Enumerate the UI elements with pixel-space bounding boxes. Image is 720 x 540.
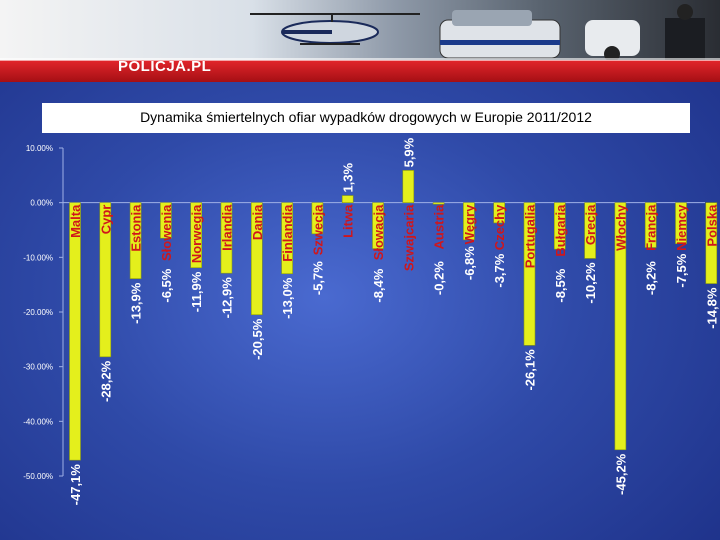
bar-francja — [644, 202, 657, 248]
officer-icon — [665, 4, 705, 60]
data-label: -14,8% — [704, 287, 719, 329]
police-car-icon — [439, 10, 561, 59]
data-label: -3,7% — [492, 253, 507, 287]
data-label: 1,3% — [341, 162, 356, 192]
helicopter-icon — [250, 13, 420, 45]
category-label: Szwecja — [310, 204, 325, 255]
y-tick-label: -50.00% — [23, 472, 53, 481]
data-label: -8,4% — [371, 268, 386, 302]
data-label: -5,7% — [310, 261, 325, 295]
bar-finlandia — [281, 202, 293, 275]
data-label: -12,9% — [220, 277, 235, 319]
bar-estonia — [129, 202, 142, 279]
category-label: Francja — [644, 204, 659, 251]
header-banner: POLICJA.PL — [0, 0, 720, 88]
y-tick-label: 0.00% — [30, 199, 53, 208]
bar-polska — [705, 202, 718, 284]
category-label: Węgry — [462, 204, 477, 245]
data-label: -28,2% — [98, 360, 113, 402]
y-axis: 10.00% 0.00% -10.00% -20.00% -30.00% -40.00% -… — [23, 144, 705, 481]
category-label: Malta — [68, 204, 83, 238]
bar-słowenia — [160, 202, 172, 239]
category-label: Estonia — [129, 204, 144, 252]
bar-szwecja — [311, 202, 324, 235]
y-tick-label: -30.00% — [23, 363, 53, 372]
data-label: -10,2% — [583, 262, 598, 304]
bar-dania — [251, 202, 263, 316]
category-label: Słowacja — [371, 204, 386, 260]
data-labels: -47,1% -28,2% -13,9% -6,5% -11,9% -12,9% -20,5… — [68, 137, 719, 505]
data-label: -20,5% — [250, 318, 265, 360]
category-labels: Malta Cypr Estonia Słowenia Norwegia Irlandia… — [68, 204, 719, 271]
bars — [69, 170, 718, 461]
bar-niemcy — [675, 202, 687, 244]
category-label: Niemcy — [674, 204, 689, 251]
y-tick-label: -10.00% — [23, 253, 53, 262]
site-logo[interactable]: POLICJA.PL — [118, 58, 212, 75]
bar-chart: 10.00% 0.00% -10.00% -20.00% -30.00% -40.00% -… — [23, 137, 719, 505]
bar-portugalia — [523, 202, 536, 346]
data-label: -8,5% — [553, 268, 568, 302]
y-tick-label: -20.00% — [23, 308, 53, 317]
motorcycle-icon — [585, 20, 640, 62]
bar-szwajcaria — [402, 170, 415, 203]
category-label: Grecja — [583, 204, 598, 245]
bar-malta — [69, 202, 81, 461]
bar-litwa — [341, 195, 354, 203]
category-label: Słowenia — [159, 204, 174, 261]
title-bar: Dynamika śmiertelnych ofiar wypadków dro… — [42, 103, 690, 133]
category-label: Portugalia — [523, 204, 538, 268]
bar-czechy — [493, 202, 506, 224]
chart-title: Dynamika śmiertelnych ofiar wypadków dro… — [140, 109, 592, 125]
data-label: -11,9% — [189, 271, 204, 312]
category-label: Cypr — [98, 205, 113, 235]
data-label: -13,9% — [129, 282, 144, 324]
header-photo-collage — [0, 0, 720, 82]
data-label: -13,0% — [280, 277, 295, 319]
bar-norwegia — [190, 202, 202, 269]
data-label: 5,9% — [401, 137, 416, 167]
y-tick-label: 10.00% — [26, 144, 53, 153]
category-label: Norwegia — [189, 204, 204, 263]
category-label: Finlandia — [280, 204, 295, 262]
bar-włochy — [614, 202, 627, 451]
category-label: Szwajcaria — [401, 204, 416, 271]
bar-bułgaria — [553, 202, 566, 250]
data-label: -45,2% — [613, 453, 628, 495]
data-label: -6,5% — [159, 268, 174, 302]
bar-słowacja — [372, 202, 384, 249]
data-label: -8,2% — [644, 261, 659, 295]
bar-austria — [432, 202, 445, 205]
category-label: Włochy — [613, 204, 628, 251]
bar-cypr — [99, 202, 112, 358]
category-label: Polska — [704, 204, 719, 247]
category-label: Austria — [432, 204, 447, 250]
bar-irlandia — [220, 202, 233, 274]
y-tick-label: -40.00% — [23, 417, 53, 426]
bar-grecja — [584, 202, 596, 259]
bar-węgry — [463, 202, 475, 241]
category-label: Bułgaria — [553, 204, 568, 257]
category-label: Dania — [250, 204, 265, 240]
category-label: Irlandia — [220, 204, 235, 251]
data-label: -6,8% — [462, 246, 477, 280]
category-label: Litwa — [341, 204, 356, 238]
category-label: Czechy — [492, 204, 507, 250]
data-label: -47,1% — [68, 464, 83, 506]
data-label: -0,2% — [432, 261, 447, 295]
data-label: -7,5% — [674, 253, 689, 287]
data-label: -26,1% — [523, 349, 538, 391]
